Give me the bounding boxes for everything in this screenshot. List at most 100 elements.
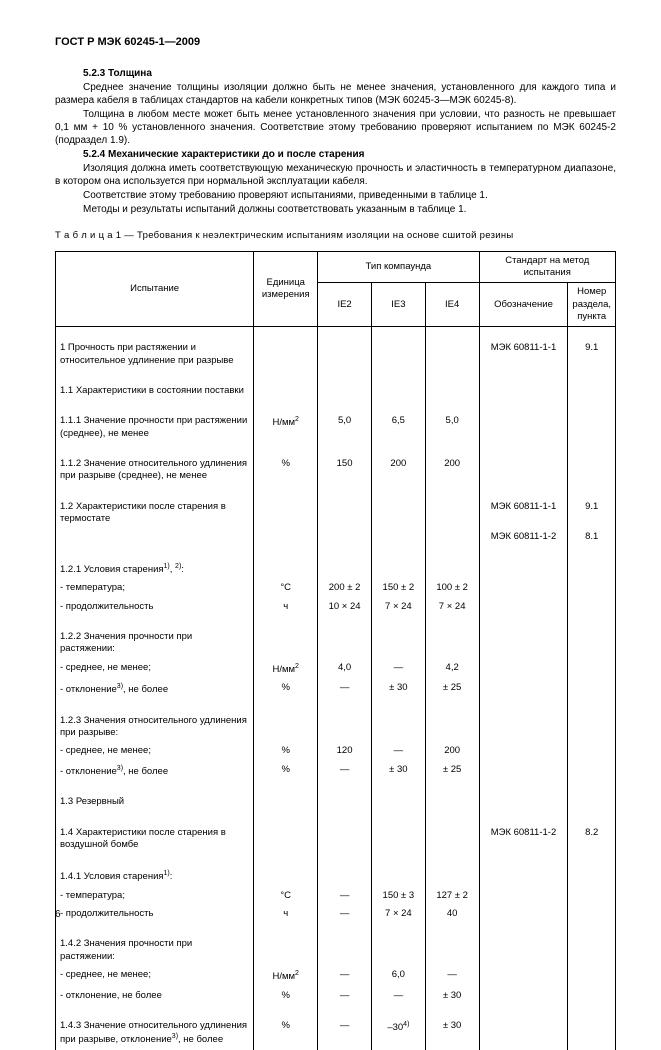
cell: Н/мм2 [254,412,318,443]
cell [425,712,479,743]
cell-label: - среднее, не менее; [56,966,254,987]
cell: 100 ± 2 [425,579,479,597]
cell: МЭК 60811-1-1 [479,498,568,529]
cell-label: 1.1 Характеристики в состоянии поставки [56,382,254,400]
cell [479,598,568,616]
cell [318,628,372,659]
cell-label: - отклонение3), не более [56,679,254,700]
cell [254,528,318,546]
cell: 6,0 [371,966,425,987]
cell: % [254,455,318,486]
cell-label: 1 Прочность при растяжении и относительн… [56,339,254,370]
cell: МЭК 60811-1-1 [479,339,568,370]
cell [568,579,616,597]
cell [479,1017,568,1050]
cell: МЭК 60811-1-2 [479,824,568,855]
cell: 200 ± 2 [318,579,372,597]
cell: — [371,987,425,1005]
cell [371,559,425,580]
cell-label: 1.2.1 Условия старения1), 2): [56,559,254,580]
cell [318,866,372,887]
cell-label: 1.2.2 Значения прочности при растяжении: [56,628,254,659]
cell [568,761,616,782]
cell: 7 × 24 [425,598,479,616]
cell: — [371,659,425,680]
cell [568,598,616,616]
table-row: - температура;°C200 ± 2150 ± 2100 ± 2 [56,579,616,597]
cell: 4,0 [318,659,372,680]
th-standard: Стандарт на метод испытания [479,251,615,283]
table-row: 1.4.2 Значения прочности при растяжении: [56,935,616,966]
cell: Н/мм2 [254,659,318,680]
cell [479,905,568,923]
cell-label: - температура; [56,887,254,905]
sec-524-title: 5.2.4 Механические характеристики до и п… [83,149,364,160]
cell [318,712,372,743]
cell [254,339,318,370]
cell: ± 25 [425,679,479,700]
cell: 7 × 24 [371,905,425,923]
cell [479,679,568,700]
table-row: 1.4.1 Условия старения1): [56,866,616,887]
cell [425,628,479,659]
cell: — [371,742,425,760]
cell [254,866,318,887]
cell [568,455,616,486]
cell: 40 [425,905,479,923]
cell [371,628,425,659]
cell: 127 ± 2 [425,887,479,905]
para-3: Изоляция должна иметь соответствующую ме… [55,162,616,188]
cell [568,712,616,743]
cell-label: 1.2.3 Значения относительного удлинения … [56,712,254,743]
cell [568,1017,616,1050]
table-caption: Т а б л и ц а 1 — Требования к неэлектри… [55,230,616,242]
cell [568,679,616,700]
requirements-table: Испытание Единица измерения Тип компаунд… [55,251,616,1050]
cell [371,935,425,966]
cell [568,966,616,987]
cell [254,628,318,659]
cell: ± 30 [371,761,425,782]
cell [318,793,372,811]
cell [371,824,425,855]
table-row: 1.4 Характеристики после старения в возд… [56,824,616,855]
cell: — [318,1017,372,1050]
cell [254,935,318,966]
sec-523-title: 5.2.3 Толщина [83,68,152,79]
cell [479,987,568,1005]
cell [479,659,568,680]
cell: 8.1 [568,528,616,546]
table-row: - отклонение3), не более%—± 30± 25 [56,679,616,700]
cell [318,382,372,400]
cell: ± 30 [425,1017,479,1050]
cell [425,559,479,580]
cell [479,742,568,760]
cell: % [254,742,318,760]
cell [318,339,372,370]
cell: 200 [371,455,425,486]
th-ie4: IE4 [425,283,479,327]
cell [318,824,372,855]
cell [568,935,616,966]
cell [568,793,616,811]
th-clause: Номер раздела, пункта [568,283,616,327]
cell-label: 1.4 Характеристики после старения в возд… [56,824,254,855]
cell [479,412,568,443]
cell [479,628,568,659]
cell: 150 ± 2 [371,579,425,597]
cell: — [318,887,372,905]
table-row: 1.2.3 Значения относительного удлинения … [56,712,616,743]
table-row: 1.1.2 Значение относительного удлинения … [56,455,616,486]
cell [568,628,616,659]
cell-label: 1.4.3 Значение относительного удлинения … [56,1017,254,1050]
cell: ч [254,905,318,923]
cell-label: - отклонение, не более [56,987,254,1005]
cell: 200 [425,742,479,760]
cell [425,866,479,887]
cell [568,559,616,580]
cell [254,824,318,855]
table-row: - среднее, не менее;Н/мм24,0—4,2 [56,659,616,680]
cell: ч [254,598,318,616]
cell [254,559,318,580]
cell [425,935,479,966]
